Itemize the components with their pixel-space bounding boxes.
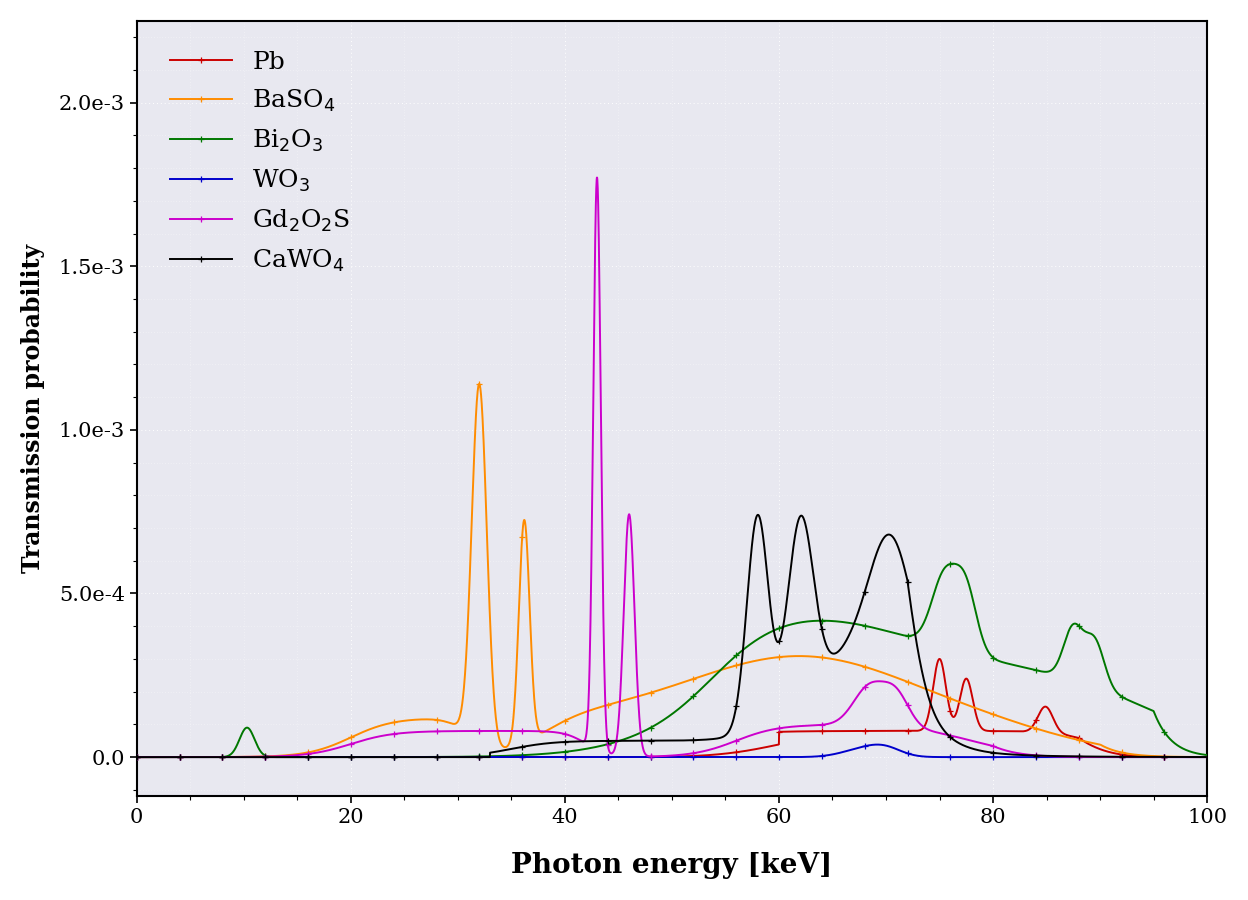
X-axis label: Photon energy [keV]: Photon energy [keV] [512,852,832,879]
Y-axis label: Transmission probability: Transmission probability [21,244,45,573]
Legend: Pb, BaSO$_4$, Bi$_2$O$_3$, WO$_3$, Gd$_2$O$_2$S, CaWO$_4$: Pb, BaSO$_4$, Bi$_2$O$_3$, WO$_3$, Gd$_2… [160,41,361,284]
